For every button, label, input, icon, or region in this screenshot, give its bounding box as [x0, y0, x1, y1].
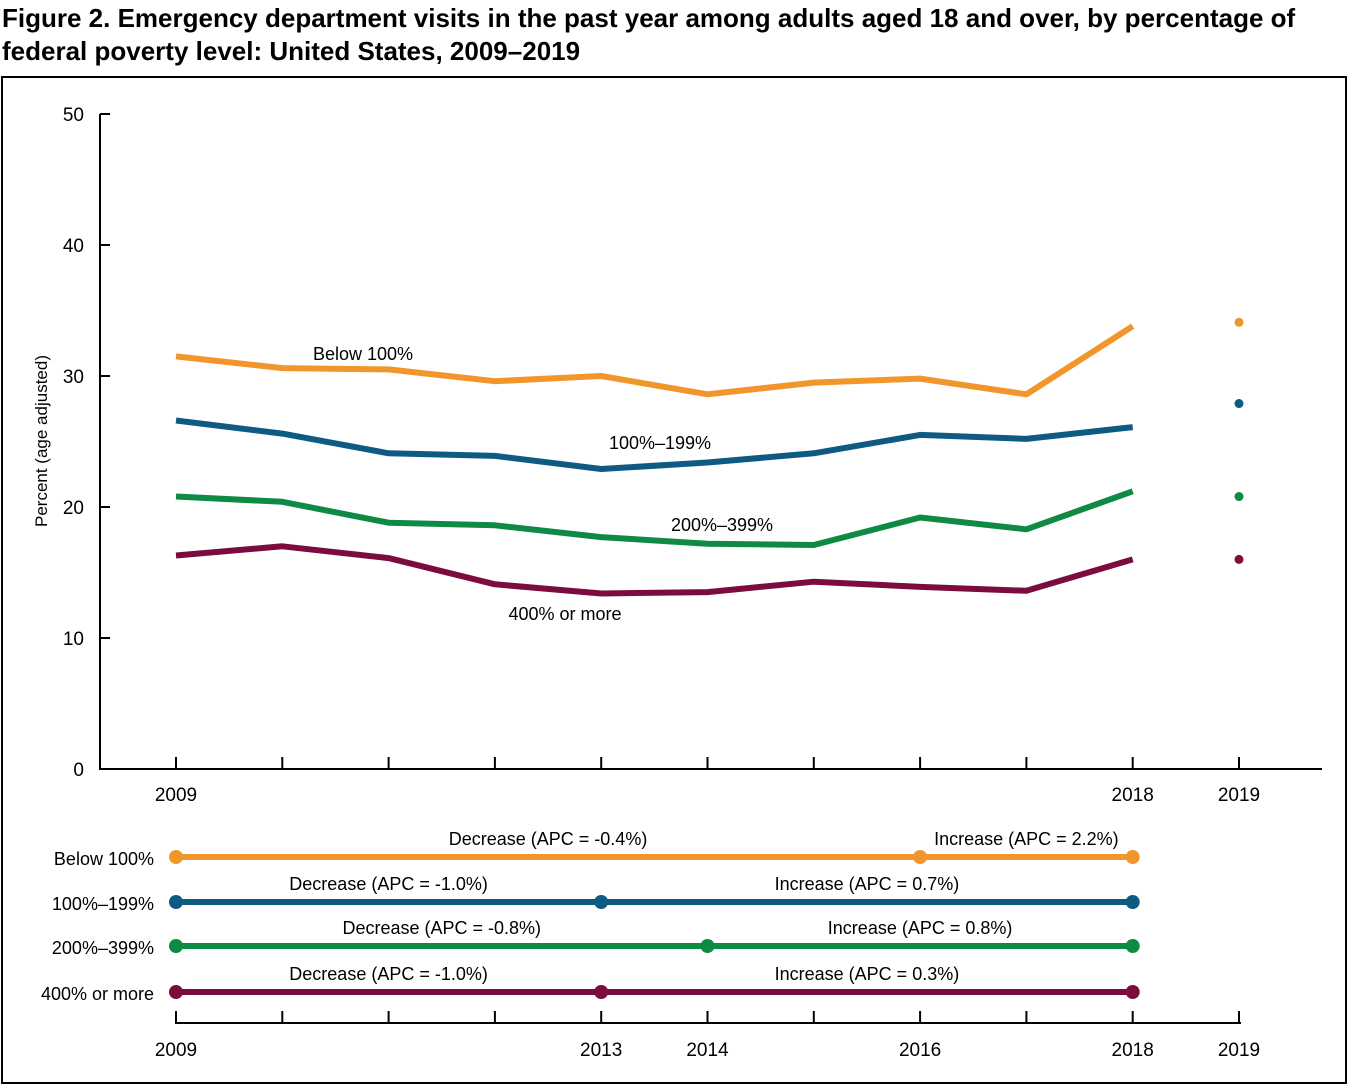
data-point-2019 — [1234, 492, 1244, 502]
trend-x-tick-label: 2018 — [1112, 1040, 1154, 1061]
joinpoint-marker — [1125, 939, 1140, 953]
series-line-below-100 — [175, 323, 1135, 398]
y-tick-label: 0 — [73, 760, 84, 781]
x-tick-label: 2019 — [1218, 785, 1260, 806]
data-point-2019 — [1234, 554, 1244, 564]
trend-segment-label: Increase (APC = 0.3%) — [775, 964, 960, 984]
trend-x-tick-label: 2016 — [899, 1040, 941, 1061]
joinpoint-marker — [1125, 850, 1140, 864]
y-tick-label: 30 — [63, 367, 84, 388]
joinpoint-marker — [169, 985, 183, 999]
series-line-100-199 — [175, 417, 1134, 472]
joinpoint-marker — [1125, 985, 1140, 999]
trend-row-label: 400% or more — [41, 984, 154, 1004]
data-point-2019 — [1234, 317, 1244, 327]
joinpoint-marker — [594, 985, 609, 999]
series-label: 200%–399% — [671, 515, 773, 535]
joinpoint-marker — [169, 850, 183, 864]
series-label: 400% or more — [508, 604, 621, 624]
trend-segment-label: Increase (APC = 0.8%) — [828, 918, 1013, 938]
y-tick-label: 10 — [63, 629, 84, 650]
figure-frame — [1, 76, 1347, 1084]
trend-x-tick-label: 2013 — [580, 1040, 622, 1061]
trend-x-tick-label: 2014 — [686, 1040, 729, 1061]
joinpoint-marker — [913, 850, 928, 864]
series-label: 100%–199% — [609, 433, 711, 453]
trend-segment-label: Decrease (APC = -1.0%) — [289, 874, 488, 894]
trend-x-tick-label: 2009 — [155, 1040, 197, 1061]
data-point-2019 — [1234, 399, 1244, 409]
joinpoint-marker — [594, 895, 609, 909]
trend-row-label: 100%–199% — [52, 894, 154, 914]
series-label: Below 100% — [313, 344, 413, 364]
joinpoint-marker — [169, 939, 183, 953]
y-tick-label: 40 — [63, 236, 84, 257]
trend-segment-label: Increase (APC = 0.7%) — [775, 874, 960, 894]
y-tick-label: 20 — [63, 498, 84, 519]
trend-segment-label: Decrease (APC = -1.0%) — [289, 964, 488, 984]
figure-title: Figure 2. Emergency department visits in… — [2, 3, 1296, 66]
y-tick-label: 50 — [63, 105, 84, 126]
y-axis-title: Percent (age adjusted) — [32, 355, 51, 527]
x-tick-label: 2009 — [155, 785, 197, 806]
trend-x-tick-label: 2019 — [1218, 1040, 1260, 1061]
x-tick-label: 2018 — [1112, 785, 1154, 806]
joinpoint-marker — [700, 939, 715, 953]
trend-segment-label: Increase (APC = 2.2%) — [934, 829, 1119, 849]
trend-segment-label: Decrease (APC = -0.8%) — [342, 918, 541, 938]
joinpoint-marker — [1125, 895, 1140, 909]
joinpoint-marker — [169, 895, 183, 909]
trend-row-label: Below 100% — [54, 849, 154, 869]
series-line-400-or-more — [175, 543, 1134, 597]
trend-row-label: 200%–399% — [52, 938, 154, 958]
series-line-200-399 — [175, 488, 1134, 548]
trend-segment-label: Decrease (APC = -0.4%) — [449, 829, 648, 849]
